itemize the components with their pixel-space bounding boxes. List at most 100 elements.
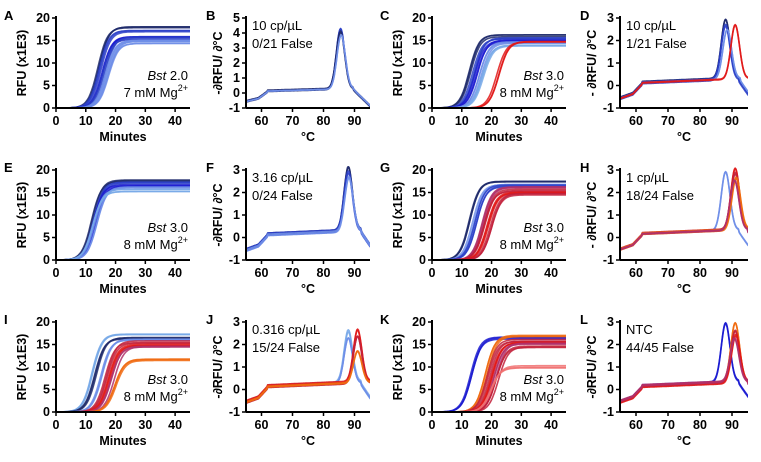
enzyme-version: 3.0 <box>542 220 564 235</box>
x-tick-label: 0 <box>429 114 436 128</box>
magnesium-concentration: 8 mM Mg <box>124 237 178 252</box>
amplification-curve <box>56 186 190 260</box>
panel-letter: K <box>380 312 390 327</box>
false-count-annotation: 1/21 False <box>626 36 687 51</box>
amplification-curve <box>56 190 190 260</box>
enzyme-annotation: Bst 3.0 <box>524 68 564 83</box>
x-axis-title: Minutes <box>99 282 146 296</box>
x-tick-label: 90 <box>348 418 362 432</box>
y-tick-label: 2 <box>233 56 240 70</box>
x-tick-label: 20 <box>485 114 499 128</box>
panel-letter: A <box>4 8 14 23</box>
amplification-curve <box>432 340 566 412</box>
melt-curve <box>246 349 370 403</box>
enzyme-version: 3.0 <box>166 372 188 387</box>
x-tick-label: 70 <box>661 418 675 432</box>
concentration-annotation: NTC <box>626 322 653 337</box>
x-tick-label: 10 <box>455 114 469 128</box>
y-tick-label: -1 <box>229 101 240 115</box>
x-axis-title: Minutes <box>99 434 146 448</box>
series-group <box>246 27 370 108</box>
magnesium-concentration: 8 mM Mg <box>500 237 554 252</box>
y-axis-title: - ∂RFU/ ∂°C <box>585 182 599 249</box>
y-tick-label: 15 <box>36 186 50 200</box>
x-tick-label: 0 <box>53 418 60 432</box>
magnesium-concentration: 7 mM Mg <box>124 85 178 100</box>
x-tick-label: 10 <box>79 266 93 280</box>
x-tick-label: 10 <box>79 418 93 432</box>
amplification-curve <box>56 358 190 412</box>
y-tick-label: 3 <box>233 315 240 329</box>
x-tick-label: 70 <box>286 418 300 432</box>
x-axis-title: °C <box>301 434 315 448</box>
x-tick-label: 30 <box>514 114 528 128</box>
y-tick-label: 3 <box>607 11 614 25</box>
amplification-curve <box>432 192 566 260</box>
y-tick-label: 20 <box>36 315 50 329</box>
x-tick-label: 40 <box>168 114 182 128</box>
y-tick-label: -1 <box>603 253 614 267</box>
panel-letter: I <box>4 312 8 327</box>
y-tick-label: 1 <box>607 56 614 70</box>
magnesium-charge: 2+ <box>178 235 188 245</box>
x-tick-label: 30 <box>514 418 528 432</box>
panel-k: K 0 5 10 15 20 0 10 20 30 40 Minutes RFU (x1E3) Bst 3… <box>380 312 566 448</box>
amplification-curve <box>432 341 566 412</box>
x-tick-label: 30 <box>514 266 528 280</box>
amplification-curve <box>56 337 190 412</box>
x-tick-label: 10 <box>79 114 93 128</box>
false-count-annotation: 44/45 False <box>626 340 694 355</box>
x-tick-label: 60 <box>255 114 269 128</box>
magnesium-annotation: 7 mM Mg2+ <box>124 83 188 100</box>
magnesium-charge: 2+ <box>554 83 564 93</box>
magnesium-charge: 2+ <box>178 83 188 93</box>
x-tick-label: 20 <box>109 266 123 280</box>
x-tick-label: 40 <box>544 266 558 280</box>
y-axis-title: -∂RFU/ ∂°C <box>211 335 225 398</box>
y-tick-label: 1 <box>607 360 614 374</box>
y-tick-label: 15 <box>36 34 50 48</box>
x-tick-label: 30 <box>138 266 152 280</box>
y-tick-label: 20 <box>412 315 426 329</box>
y-tick-label: 10 <box>36 360 50 374</box>
panel-c: C 0 5 10 15 20 0 10 20 30 40 Minutes RFU (x1E3) Bst 3… <box>380 8 566 144</box>
y-tick-label: 0 <box>607 231 614 245</box>
series-group <box>620 167 748 251</box>
panel-j: J -1 0 1 2 3 60 70 80 90 °C -∂RFU/ ∂°C 0.316 cp/µL 15… <box>206 312 370 448</box>
y-tick-label: 10 <box>36 56 50 70</box>
x-tick-label: 20 <box>485 266 499 280</box>
x-tick-label: 0 <box>429 418 436 432</box>
y-tick-label: 10 <box>36 208 50 222</box>
concentration-annotation: 10 cp/µL <box>252 18 302 33</box>
y-tick-label: 2 <box>607 34 614 48</box>
y-tick-label: 0 <box>43 253 50 267</box>
y-tick-label: 20 <box>412 163 426 177</box>
false-count-annotation: 0/24 False <box>252 188 313 203</box>
x-tick-label: 60 <box>629 418 643 432</box>
y-tick-label: 0 <box>233 383 240 397</box>
y-tick-label: 1 <box>607 208 614 222</box>
x-axis-title: °C <box>677 434 691 448</box>
magnesium-charge: 2+ <box>178 387 188 397</box>
x-tick-label: 60 <box>629 114 643 128</box>
enzyme-name: Bst <box>148 68 168 83</box>
y-tick-label: 10 <box>412 56 426 70</box>
y-tick-label: 3 <box>607 315 614 329</box>
panel-e: E 0 5 10 15 20 0 10 20 30 40 Minutes RFU (x1E3) Bst 3… <box>4 160 190 296</box>
y-tick-label: 20 <box>36 163 50 177</box>
y-axis-title: RFU (x1E3) <box>391 334 405 401</box>
enzyme-version: 3.0 <box>166 220 188 235</box>
panel-l: L -1 0 1 2 3 60 70 80 90 °C -∂RFU/ ∂°C NTC 44/45 Fals… <box>580 312 748 448</box>
x-tick-label: 40 <box>168 266 182 280</box>
enzyme-annotation: Bst 3.0 <box>524 372 564 387</box>
y-axis-title: RFU (x1E3) <box>15 182 29 249</box>
y-axis-title: -∂RFU/ ∂°C <box>211 31 225 94</box>
x-tick-label: 30 <box>138 114 152 128</box>
magnesium-annotation: 8 mM Mg2+ <box>500 235 564 252</box>
x-tick-label: 60 <box>629 266 643 280</box>
y-axis-title: RFU (x1E3) <box>391 30 405 97</box>
y-axis-title: RFU (x1E3) <box>15 30 29 97</box>
y-axis-title: -∂RFU/ ∂°C <box>211 183 225 246</box>
magnesium-charge: 2+ <box>554 235 564 245</box>
